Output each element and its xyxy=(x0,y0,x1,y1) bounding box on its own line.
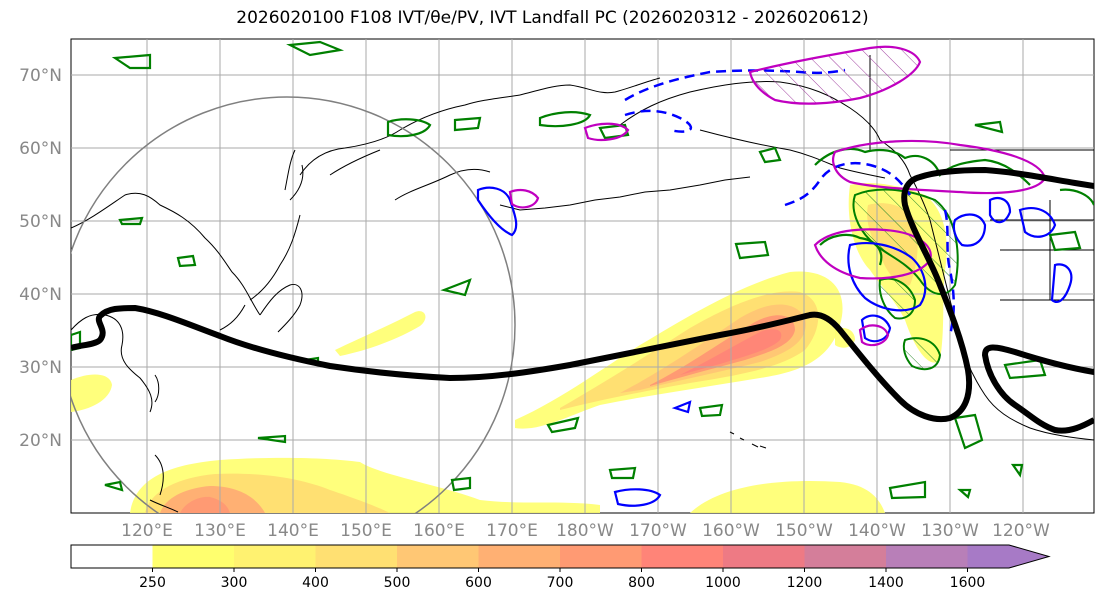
colorbar-swatch xyxy=(723,545,805,568)
longitude-labels: 120°E 130°E 140°E 150°E 160°E 170°E 180°… xyxy=(121,521,1050,541)
lon-label-180w: 180°W xyxy=(556,521,614,541)
colorbar-swatch xyxy=(641,545,724,568)
colorbar-swatch xyxy=(560,545,642,568)
colorbar-swatch xyxy=(886,545,968,568)
colorbar-tick-label: 1000 xyxy=(705,575,741,591)
colorbar-tick-label: 250 xyxy=(139,575,166,591)
colorbar-tick-label: 600 xyxy=(465,575,492,591)
colorbar-swatch xyxy=(234,545,316,568)
lon-label-140e: 140°E xyxy=(267,521,319,541)
landfall-region-circle xyxy=(71,96,516,513)
lon-label-120e: 120°E xyxy=(121,521,173,541)
ivt-landfall-contour xyxy=(71,167,1094,434)
lat-label-30: 30°N xyxy=(19,358,62,378)
colorbar-tick-label: 1600 xyxy=(950,575,986,591)
colorbar: 250 300 400 500 600 700 800 1000 1200 1400 1600 xyxy=(70,544,1051,591)
colorbar-tick-label: 400 xyxy=(302,575,329,591)
colorbar-tick-label: 700 xyxy=(547,575,574,591)
lon-label-160w: 160°W xyxy=(702,521,760,541)
colorbar-swatch xyxy=(71,545,153,568)
lat-label-20: 20°N xyxy=(19,431,62,451)
map-title: 2026020100 F108 IVT/θe/PV, IVT Landfall … xyxy=(236,8,869,28)
lat-label-70: 70°N xyxy=(19,66,62,86)
colorbar-swatch xyxy=(152,545,235,568)
theta-e-contours xyxy=(71,40,1094,500)
lat-label-40: 40°N xyxy=(19,285,62,305)
lon-label-170e: 170°E xyxy=(486,521,538,541)
colorbar-swatch xyxy=(478,545,561,568)
gridlines xyxy=(71,39,1094,513)
lon-label-140w: 140°W xyxy=(848,521,906,541)
colorbar-outline xyxy=(70,544,1051,569)
lat-label-60: 60°N xyxy=(19,139,62,159)
lon-label-170w: 170°W xyxy=(629,521,687,541)
lon-label-150w: 150°W xyxy=(775,521,833,541)
colorbar-swatch xyxy=(967,545,1049,568)
colorbar-swatch xyxy=(315,545,398,568)
pv-negative-contours xyxy=(476,186,1073,507)
lon-label-130e: 130°E xyxy=(194,521,246,541)
pv-positive-contours xyxy=(508,45,1047,347)
colorbar-tick-label: 1400 xyxy=(868,575,904,591)
colorbar-tick-label: 300 xyxy=(221,575,248,591)
colorbar-tick-label: 500 xyxy=(384,575,411,591)
lon-label-150e: 150°E xyxy=(340,521,392,541)
pv-negative-dashed xyxy=(624,68,955,336)
colorbar-tick-label: 1200 xyxy=(787,575,823,591)
lat-label-50: 50°N xyxy=(19,212,62,232)
lon-label-120w: 120°W xyxy=(992,521,1050,541)
lon-label-160e: 160°E xyxy=(413,521,465,541)
colorbar-swatch xyxy=(397,545,479,568)
lon-label-130w: 130°W xyxy=(921,521,979,541)
latitude-labels: 70°N 60°N 50°N 40°N 30°N 20°N xyxy=(19,66,62,451)
colorbar-swatch xyxy=(804,545,887,568)
colorbar-tick-label: 800 xyxy=(628,575,655,591)
